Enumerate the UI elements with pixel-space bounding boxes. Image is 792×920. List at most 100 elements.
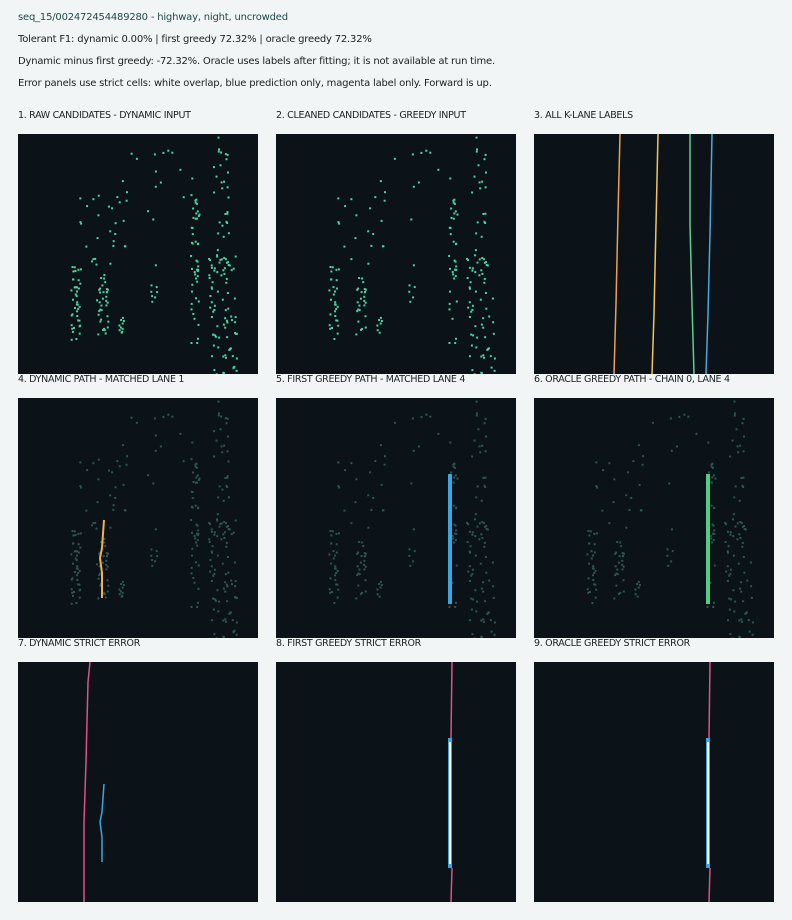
- candidate-cell: [482, 590, 485, 593]
- oracle-greedy-error-plot: [706, 662, 711, 902]
- candidate-cell: [473, 175, 476, 178]
- candidate-cell: [227, 196, 230, 199]
- candidate-cell: [455, 601, 457, 604]
- candidate-cell: [224, 326, 227, 329]
- candidate-cell: [749, 561, 752, 564]
- candidate-cell: [481, 536, 484, 539]
- candidate-cell: [109, 494, 112, 497]
- candidate-cell: [621, 563, 624, 566]
- candidate-cell: [215, 373, 218, 374]
- candidate-cell: [618, 555, 621, 558]
- oracle-greedy-path-plot: [586, 400, 754, 638]
- candidate-cell: [452, 537, 455, 540]
- candidate-cell: [636, 583, 639, 585]
- candidate-cell: [227, 528, 230, 530]
- candidate-cell: [486, 612, 489, 615]
- candidate-cell: [212, 597, 215, 600]
- candidate-cell: [370, 244, 373, 247]
- candidate-cell: [378, 595, 381, 598]
- candidate-cell: [218, 412, 220, 415]
- candidate-cell: [234, 580, 237, 583]
- panel-1-title: 1. RAW CANDIDATES - DYNAMIC INPUT: [18, 110, 191, 121]
- candidate-cell: [478, 181, 481, 184]
- candidate-cell: [100, 277, 103, 279]
- candidate-cell: [329, 327, 332, 330]
- candidate-cell: [480, 587, 483, 590]
- candidate-cell: [493, 621, 496, 624]
- candidate-cell: [220, 445, 223, 448]
- candidate-cell: [476, 600, 479, 603]
- candidate-cell: [121, 316, 124, 319]
- candidate-cell: [637, 586, 640, 589]
- candidate-cell: [483, 158, 486, 161]
- candidate-cell: [78, 596, 81, 599]
- candidate-cell: [210, 316, 213, 318]
- candidate-cell: [359, 561, 362, 564]
- candidate-cell: [214, 599, 217, 602]
- candidate-cell: [725, 523, 728, 526]
- candidate-cell: [651, 421, 654, 424]
- candidate-cell: [79, 546, 82, 549]
- candidate-cell: [216, 535, 219, 538]
- candidate-cell: [101, 561, 104, 564]
- candidate-cell: [193, 581, 196, 584]
- candidate-cell: [738, 619, 741, 622]
- candidate-cell: [711, 462, 714, 465]
- candidate-cell: [475, 414, 478, 417]
- candidate-cell: [226, 222, 229, 224]
- candidate-cell: [350, 462, 353, 465]
- candidate-cell: [105, 568, 108, 571]
- candidate-cell: [103, 327, 106, 330]
- candidate-cell: [216, 518, 218, 521]
- candidate-cell: [338, 486, 341, 489]
- candidate-cell: [729, 531, 732, 534]
- candidate-cell: [455, 268, 458, 271]
- candidate-cell: [330, 562, 332, 565]
- candidate-cell: [355, 597, 358, 600]
- candidate-cell: [78, 589, 81, 592]
- candidate-cell: [483, 541, 486, 544]
- candidate-cell: [454, 606, 457, 608]
- candidate-cell: [706, 606, 709, 608]
- candidate-cell: [335, 268, 338, 271]
- candidate-cell: [742, 450, 745, 453]
- candidate-cell: [210, 565, 213, 568]
- candidate-cell: [195, 297, 197, 300]
- candidate-cell: [216, 271, 219, 274]
- candidate-cell: [483, 525, 486, 528]
- candidate-cell: [216, 255, 219, 258]
- candidate-cell: [190, 342, 193, 344]
- candidate-cell: [194, 199, 197, 202]
- candidate-cell: [744, 528, 747, 531]
- candidate-cell: [227, 232, 230, 235]
- candidate-cell: [154, 434, 157, 437]
- candidate-cell: [217, 400, 220, 403]
- candidate-cell: [107, 584, 110, 587]
- candidate-cell: [334, 574, 336, 577]
- candidate-cell: [232, 631, 235, 634]
- candidate-cell: [150, 290, 153, 293]
- candidate-cell: [476, 412, 478, 415]
- candidate-cell: [738, 587, 741, 590]
- candidate-cell: [217, 610, 220, 613]
- candidate-cell: [727, 551, 729, 554]
- candidate-cell: [91, 524, 93, 527]
- candidate-cell: [221, 451, 224, 454]
- candidate-cell: [591, 602, 594, 604]
- candidate-cell: [468, 316, 471, 318]
- candidate-cell: [154, 296, 157, 299]
- candidate-cell: [155, 550, 158, 553]
- candidate-cell: [594, 596, 597, 599]
- candidate-cell: [491, 561, 494, 564]
- oracle-path-bar: [706, 474, 710, 604]
- candidate-cell: [482, 477, 485, 479]
- candidate-cell: [212, 608, 215, 611]
- candidate-cell: [72, 562, 74, 565]
- candidate-cell: [194, 463, 197, 466]
- candidate-cell: [112, 508, 115, 511]
- candidate-cell: [711, 476, 714, 479]
- candidate-cell: [333, 338, 336, 340]
- candidate-cell: [218, 600, 221, 603]
- candidate-cell: [344, 205, 347, 208]
- candidate-cell: [615, 584, 618, 587]
